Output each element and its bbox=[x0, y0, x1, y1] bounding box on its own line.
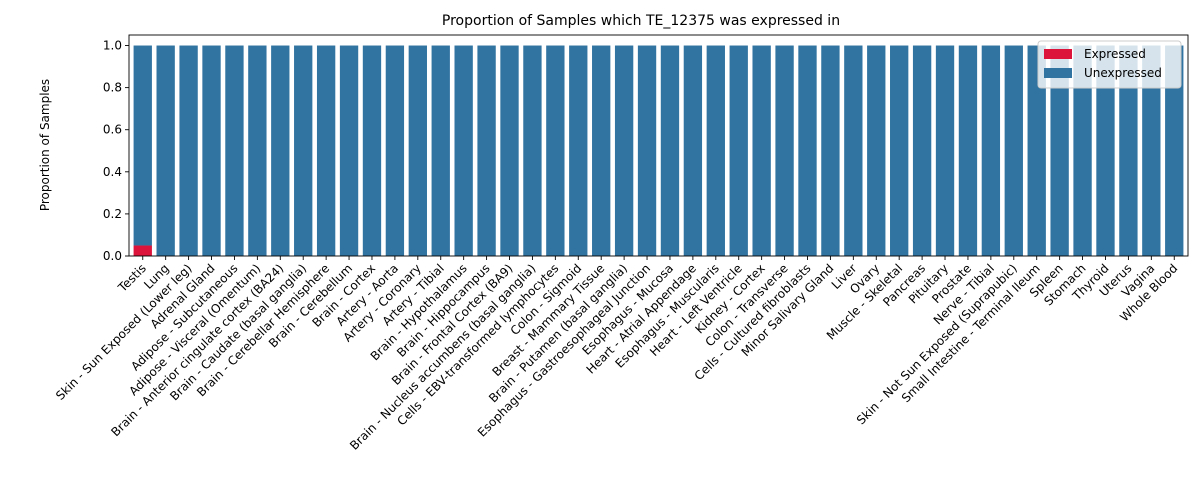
bar-unexpressed-4 bbox=[225, 45, 244, 257]
bar-unexpressed-18 bbox=[546, 45, 565, 257]
bar-unexpressed-39 bbox=[1027, 45, 1046, 257]
bar-unexpressed-36 bbox=[958, 45, 978, 257]
bar-unexpressed-38 bbox=[1004, 45, 1023, 257]
y-axis-label: Proportion of Samples bbox=[38, 79, 52, 211]
bar-unexpressed-25 bbox=[706, 45, 725, 257]
y-tick-label: 0.0 bbox=[103, 249, 122, 263]
bar-unexpressed-42 bbox=[1096, 45, 1115, 257]
bar-unexpressed-12 bbox=[408, 45, 427, 257]
y-tick-label: 0.6 bbox=[103, 123, 122, 137]
bar-unexpressed-37 bbox=[981, 45, 1001, 257]
bar-unexpressed-11 bbox=[385, 45, 405, 257]
bar-unexpressed-8 bbox=[316, 45, 336, 257]
bar-unexpressed-34 bbox=[912, 45, 932, 257]
bar-unexpressed-40 bbox=[1050, 45, 1069, 257]
bar-unexpressed-20 bbox=[592, 45, 611, 257]
y-tick-label: 0.2 bbox=[103, 207, 122, 221]
bar-unexpressed-1 bbox=[156, 45, 175, 257]
bar-unexpressed-30 bbox=[821, 45, 840, 257]
bar-unexpressed-9 bbox=[339, 45, 359, 257]
y-axis: 0.0 0.2 0.4 0.6 0.8 1.0 bbox=[103, 39, 129, 263]
legend: Expressed Unexpressed bbox=[1037, 40, 1182, 89]
legend-swatch-expressed bbox=[1044, 49, 1072, 59]
y-tick-label: 0.4 bbox=[103, 165, 122, 179]
bar-expressed-0 bbox=[133, 245, 152, 256]
plot-area-frame bbox=[128, 34, 1189, 257]
bar-unexpressed-3 bbox=[202, 45, 221, 257]
bar-unexpressed-5 bbox=[248, 45, 267, 257]
bar-unexpressed-44 bbox=[1142, 45, 1161, 257]
bar-unexpressed-2 bbox=[179, 45, 198, 257]
bar-unexpressed-7 bbox=[294, 45, 313, 257]
bars-group bbox=[133, 45, 1184, 257]
legend-label-unexpressed: Unexpressed bbox=[1084, 66, 1162, 80]
bar-unexpressed-16 bbox=[500, 45, 519, 257]
legend-label-expressed: Expressed bbox=[1084, 47, 1146, 61]
bar-unexpressed-24 bbox=[683, 45, 703, 257]
bar-unexpressed-23 bbox=[660, 45, 680, 257]
bar-unexpressed-33 bbox=[890, 45, 909, 257]
bar-unexpressed-21 bbox=[614, 45, 634, 257]
bar-unexpressed-13 bbox=[431, 45, 450, 257]
bar-unexpressed-14 bbox=[454, 45, 473, 257]
bar-unexpressed-15 bbox=[477, 45, 496, 257]
bar-unexpressed-26 bbox=[729, 45, 748, 257]
bar-unexpressed-28 bbox=[775, 45, 794, 257]
y-tick-label: 1.0 bbox=[103, 39, 122, 53]
chart-title: Proportion of Samples which TE_12375 was… bbox=[442, 13, 840, 29]
bar-unexpressed-45 bbox=[1165, 45, 1184, 257]
bar-unexpressed-31 bbox=[844, 45, 863, 257]
bar-unexpressed-32 bbox=[867, 45, 886, 257]
bar-unexpressed-29 bbox=[798, 45, 817, 257]
bar-unexpressed-0 bbox=[133, 45, 152, 246]
bar-unexpressed-19 bbox=[569, 45, 588, 257]
bar-unexpressed-6 bbox=[271, 45, 290, 257]
legend-box bbox=[1037, 40, 1182, 89]
bar-unexpressed-41 bbox=[1073, 45, 1092, 257]
bar-unexpressed-17 bbox=[523, 45, 542, 257]
bar-unexpressed-22 bbox=[637, 45, 657, 257]
bar-unexpressed-43 bbox=[1119, 45, 1138, 257]
bar-unexpressed-35 bbox=[935, 45, 955, 257]
bar-unexpressed-10 bbox=[362, 45, 382, 257]
bar-unexpressed-27 bbox=[752, 45, 771, 257]
y-tick-label: 0.8 bbox=[103, 81, 122, 95]
legend-swatch-unexpressed bbox=[1044, 68, 1072, 78]
